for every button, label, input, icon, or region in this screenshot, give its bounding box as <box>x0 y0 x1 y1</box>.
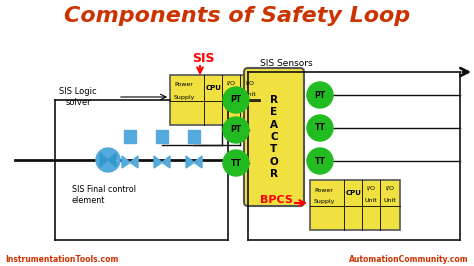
Text: I/O: I/O <box>386 185 394 190</box>
Text: I/O: I/O <box>367 185 376 190</box>
Text: PT: PT <box>314 90 326 99</box>
Polygon shape <box>122 156 130 168</box>
Text: BPCS: BPCS <box>260 195 293 205</box>
Text: Supply: Supply <box>314 200 336 205</box>
Text: TT: TT <box>315 123 326 132</box>
Text: Unit: Unit <box>365 197 378 202</box>
Text: Components of Safety Loop: Components of Safety Loop <box>64 6 410 26</box>
Circle shape <box>223 117 249 143</box>
Circle shape <box>307 82 333 108</box>
Circle shape <box>223 87 249 113</box>
Polygon shape <box>130 156 138 168</box>
FancyBboxPatch shape <box>124 130 136 143</box>
FancyBboxPatch shape <box>156 130 168 143</box>
Text: CPU: CPU <box>345 190 361 196</box>
Text: SIS Final control
element: SIS Final control element <box>72 185 136 205</box>
Circle shape <box>307 115 333 141</box>
Polygon shape <box>108 153 116 167</box>
Text: SIS Logic
solver: SIS Logic solver <box>59 87 97 107</box>
Circle shape <box>223 150 249 176</box>
Text: Unit: Unit <box>384 197 396 202</box>
Text: TT: TT <box>230 159 241 168</box>
Text: SIS: SIS <box>192 52 215 64</box>
Polygon shape <box>162 156 170 168</box>
Text: PT: PT <box>230 95 242 105</box>
Text: CPU: CPU <box>205 85 221 91</box>
Text: PT: PT <box>230 126 242 135</box>
Text: Power: Power <box>314 188 333 193</box>
Text: I/O: I/O <box>246 81 255 85</box>
Text: Unit: Unit <box>225 93 237 98</box>
Text: Power: Power <box>174 82 193 88</box>
Circle shape <box>96 148 120 172</box>
FancyBboxPatch shape <box>188 130 200 143</box>
Text: R
E
A
C
T
O
R: R E A C T O R <box>270 95 278 179</box>
Text: Supply: Supply <box>174 94 195 99</box>
Text: InstrumentationTools.com: InstrumentationTools.com <box>5 256 118 264</box>
Text: I/O: I/O <box>227 81 236 85</box>
FancyBboxPatch shape <box>310 180 400 230</box>
Circle shape <box>307 148 333 174</box>
Polygon shape <box>186 156 194 168</box>
Polygon shape <box>154 156 162 168</box>
FancyBboxPatch shape <box>170 75 260 125</box>
Text: AutomationCommunity.com: AutomationCommunity.com <box>349 256 469 264</box>
Polygon shape <box>100 153 108 167</box>
FancyBboxPatch shape <box>244 68 304 206</box>
Text: SIS Sensors: SIS Sensors <box>260 59 313 68</box>
Text: TT: TT <box>315 156 326 165</box>
Polygon shape <box>194 156 202 168</box>
Text: Unit: Unit <box>244 93 256 98</box>
